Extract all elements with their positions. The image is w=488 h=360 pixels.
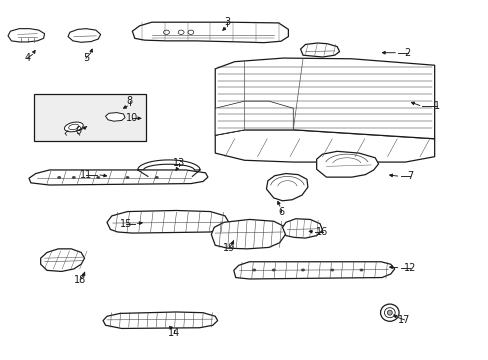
Polygon shape (316, 151, 378, 177)
Polygon shape (107, 211, 228, 233)
Circle shape (271, 269, 275, 271)
Text: 11: 11 (80, 170, 92, 180)
Text: 3: 3 (224, 17, 230, 27)
Text: 8: 8 (126, 96, 133, 106)
Circle shape (301, 269, 305, 271)
Text: 16: 16 (316, 227, 328, 237)
Text: 13: 13 (172, 158, 184, 168)
Ellipse shape (64, 122, 83, 132)
Circle shape (72, 176, 76, 179)
Polygon shape (215, 101, 293, 135)
Circle shape (359, 269, 363, 271)
Polygon shape (41, 249, 84, 271)
Text: 15: 15 (120, 219, 132, 229)
Polygon shape (300, 43, 339, 57)
Text: 9: 9 (76, 126, 81, 135)
Circle shape (330, 269, 333, 271)
Polygon shape (138, 160, 200, 170)
Circle shape (155, 176, 158, 179)
Text: 10: 10 (126, 113, 138, 123)
Polygon shape (103, 312, 217, 328)
Text: 7: 7 (407, 171, 412, 181)
Circle shape (96, 176, 100, 179)
Polygon shape (211, 220, 285, 249)
Polygon shape (68, 29, 101, 42)
Circle shape (252, 269, 256, 271)
Ellipse shape (380, 304, 398, 321)
Text: 1: 1 (433, 102, 439, 112)
Polygon shape (29, 170, 207, 185)
Polygon shape (282, 219, 322, 238)
Text: 17: 17 (397, 315, 410, 325)
Text: 19: 19 (223, 243, 235, 253)
Polygon shape (233, 262, 394, 279)
Circle shape (57, 176, 61, 179)
Polygon shape (8, 29, 44, 42)
Text: 14: 14 (167, 328, 180, 338)
Circle shape (125, 176, 129, 179)
Text: 5: 5 (83, 53, 89, 63)
Text: 4: 4 (24, 53, 31, 63)
Polygon shape (215, 130, 434, 162)
Polygon shape (266, 174, 307, 201)
Polygon shape (215, 58, 434, 139)
Bar (34, 94, 146, 140)
Text: 12: 12 (403, 263, 416, 273)
Text: 6: 6 (278, 207, 284, 217)
Text: 18: 18 (74, 275, 86, 285)
Text: 2: 2 (404, 48, 410, 58)
Ellipse shape (386, 310, 391, 315)
Polygon shape (105, 113, 125, 121)
Polygon shape (132, 22, 288, 42)
